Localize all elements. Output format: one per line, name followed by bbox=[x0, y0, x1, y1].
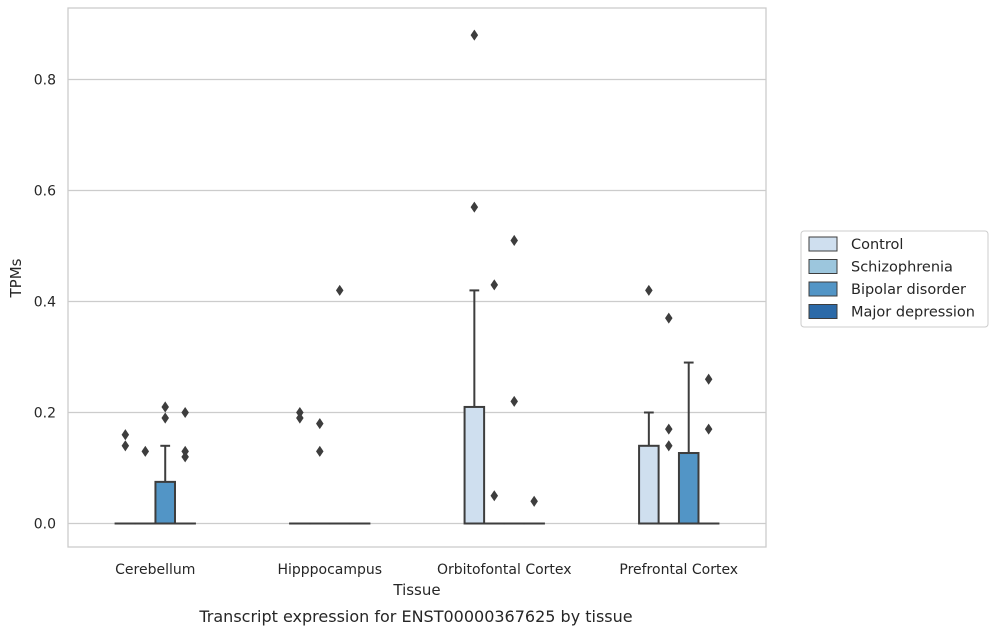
outlier-points bbox=[121, 29, 713, 507]
outlier-point bbox=[490, 279, 499, 291]
outlier-point bbox=[530, 495, 538, 507]
outlier-point bbox=[161, 412, 169, 424]
legend-swatch bbox=[808, 259, 838, 274]
legend: Control Schizophrenia Bipolar disorder Majo… bbox=[800, 230, 989, 328]
x-axis-title: Tissue bbox=[392, 581, 440, 599]
outlier-point bbox=[316, 418, 324, 430]
box-body bbox=[154, 480, 176, 525]
outlier-point bbox=[470, 29, 479, 41]
x-tick-label: Hipppocampus bbox=[277, 562, 382, 578]
box-bipolar-disorder bbox=[677, 361, 700, 525]
outlier-point bbox=[181, 451, 189, 463]
y-axis-title: TPMs bbox=[7, 258, 25, 298]
legend-swatch bbox=[808, 281, 838, 297]
outlier-point bbox=[161, 401, 169, 413]
boxes bbox=[114, 289, 720, 525]
box-control bbox=[638, 411, 660, 525]
outlier-point bbox=[704, 373, 713, 385]
x-tick-label: Orbitofontal Cortex bbox=[437, 562, 572, 578]
legend-label: Bipolar disorder bbox=[851, 282, 966, 298]
outlier-point bbox=[470, 201, 479, 213]
box-body bbox=[677, 452, 700, 525]
outlier-point bbox=[645, 284, 653, 296]
legend-label: Schizophrenia bbox=[851, 260, 953, 276]
outlier-point bbox=[141, 445, 150, 457]
outlier-point bbox=[510, 395, 518, 407]
gridlines bbox=[68, 78, 766, 525]
legend-label: Control bbox=[851, 237, 903, 253]
legend-frame bbox=[800, 230, 989, 328]
outlier-point bbox=[490, 490, 499, 502]
outlier-point bbox=[704, 423, 713, 435]
outlier-point bbox=[121, 440, 130, 452]
outlier-point bbox=[181, 406, 189, 419]
outlier-point bbox=[121, 429, 130, 441]
y-axis-ticks: 0.0 0.2 0.4 0.6 0.8 bbox=[34, 73, 56, 533]
outlier-point bbox=[296, 412, 304, 424]
box-body bbox=[463, 405, 486, 525]
y-tick-label: 0.8 bbox=[34, 73, 56, 89]
outlier-point bbox=[335, 284, 344, 296]
y-tick-label: 0.6 bbox=[34, 184, 56, 200]
x-tick-label: Prefrontal Cortex bbox=[619, 562, 738, 578]
chart-caption: Transcript expression for ENST0000036762… bbox=[198, 607, 632, 626]
y-tick-label: 0.2 bbox=[34, 406, 56, 422]
x-axis-ticks: Cerebellum Hipppocampus Orbitofontal Corte… bbox=[115, 562, 738, 578]
plot-area-frame bbox=[67, 7, 767, 548]
outlier-point bbox=[665, 423, 673, 435]
legend-swatch bbox=[808, 304, 838, 319]
outlier-point bbox=[665, 312, 673, 324]
legend-swatch bbox=[808, 236, 838, 252]
legend-label: Major depression bbox=[851, 305, 975, 321]
box-body bbox=[638, 444, 660, 525]
box-bipolar-disorder bbox=[154, 444, 176, 525]
outlier-point bbox=[316, 445, 324, 457]
outlier-point bbox=[510, 234, 518, 246]
y-tick-label: 0.4 bbox=[34, 295, 56, 311]
outlier-point bbox=[665, 440, 673, 452]
x-tick-label: Cerebellum bbox=[115, 562, 195, 578]
box-control bbox=[463, 289, 486, 525]
y-tick-label: 0.0 bbox=[34, 517, 56, 533]
